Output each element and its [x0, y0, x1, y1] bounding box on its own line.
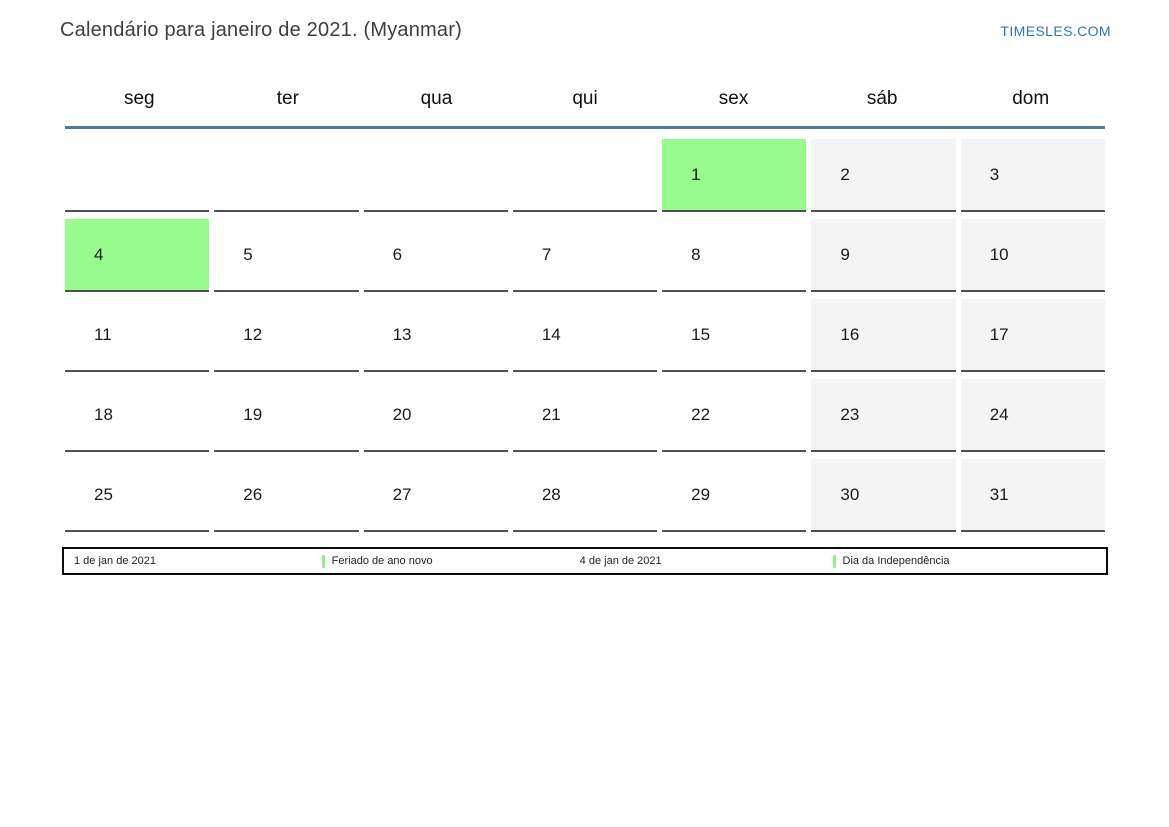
weekday-label-seg: seg [123, 87, 155, 109]
site-link[interactable]: TIMESLES.COM [1000, 23, 1111, 39]
legend-holiday-text: Feriado de ano novo [331, 555, 433, 567]
legend-date-2: 4 de jan de 2021 [580, 555, 833, 567]
day-cell-1: 1 [662, 139, 807, 212]
holiday-marker-icon [321, 554, 325, 568]
weekday-label-ter: ter [276, 87, 299, 109]
day-cell-2: 2 [811, 139, 956, 212]
day-cell-empty [65, 139, 210, 212]
day-cell-empty [512, 139, 658, 212]
day-cell-25: 25 [65, 459, 210, 532]
weekday-header-row: seg ter qua qui sex sáb dom [65, 75, 1105, 129]
day-cell-11: 11 [65, 299, 210, 372]
day-cell-15: 15 [662, 299, 807, 372]
weekday-label-sex: sex [718, 87, 749, 109]
weekday-label-sab: sáb [866, 87, 898, 109]
day-cell-16: 16 [811, 299, 956, 372]
day-cell-12: 12 [214, 299, 359, 372]
weekday-label-qui: qui [572, 87, 598, 109]
day-cell-7: 7 [512, 219, 658, 292]
day-cell-28: 28 [512, 459, 658, 532]
weekday-label-qua: qua [420, 87, 453, 109]
legend-holiday-2: Dia da Independência [832, 554, 1106, 568]
day-cell-17: 17 [960, 299, 1105, 372]
day-cell-27: 27 [363, 459, 508, 532]
day-cell-29: 29 [662, 459, 807, 532]
day-cell-26: 26 [214, 459, 359, 532]
legend-bar: 1 de jan de 2021 Feriado de ano novo 4 d… [62, 547, 1108, 575]
day-cell-4: 4 [65, 219, 210, 292]
day-cell-8: 8 [662, 219, 807, 292]
day-cell-23: 23 [811, 379, 956, 452]
legend-date-text: 4 de jan de 2021 [579, 555, 662, 567]
holiday-marker-icon [832, 554, 836, 568]
day-cell-31: 31 [960, 459, 1105, 532]
day-cell-14: 14 [512, 299, 658, 372]
day-cell-3: 3 [960, 139, 1105, 212]
day-cell-21: 21 [512, 379, 658, 452]
legend-date-text: 1 de jan de 2021 [74, 555, 156, 567]
day-cell-empty [363, 139, 508, 212]
day-cell-empty [214, 139, 359, 212]
day-cell-24: 24 [960, 379, 1105, 452]
page-title: Calendário para janeiro de 2021. (Myanma… [60, 19, 462, 41]
day-cell-13: 13 [363, 299, 508, 372]
day-cell-19: 19 [214, 379, 359, 452]
day-cell-30: 30 [811, 459, 956, 532]
calendar-grid: 1 2 3 4 5 6 7 8 9 10 11 12 13 14 15 16 17 18 19 20 21 22 23 24 2… [65, 139, 1105, 532]
legend-holiday-1: Feriado de ano novo [321, 554, 580, 568]
day-cell-10: 10 [960, 219, 1105, 292]
legend-date-1: 1 de jan de 2021 [74, 555, 322, 567]
day-cell-18: 18 [65, 379, 210, 452]
day-cell-9: 9 [811, 219, 956, 292]
day-cell-6: 6 [363, 219, 508, 292]
legend-holiday-text: Dia da Independência [842, 555, 950, 567]
weekday-label-dom: dom [1012, 87, 1050, 109]
day-cell-5: 5 [214, 219, 359, 292]
day-cell-22: 22 [662, 379, 807, 452]
day-cell-20: 20 [363, 379, 508, 452]
